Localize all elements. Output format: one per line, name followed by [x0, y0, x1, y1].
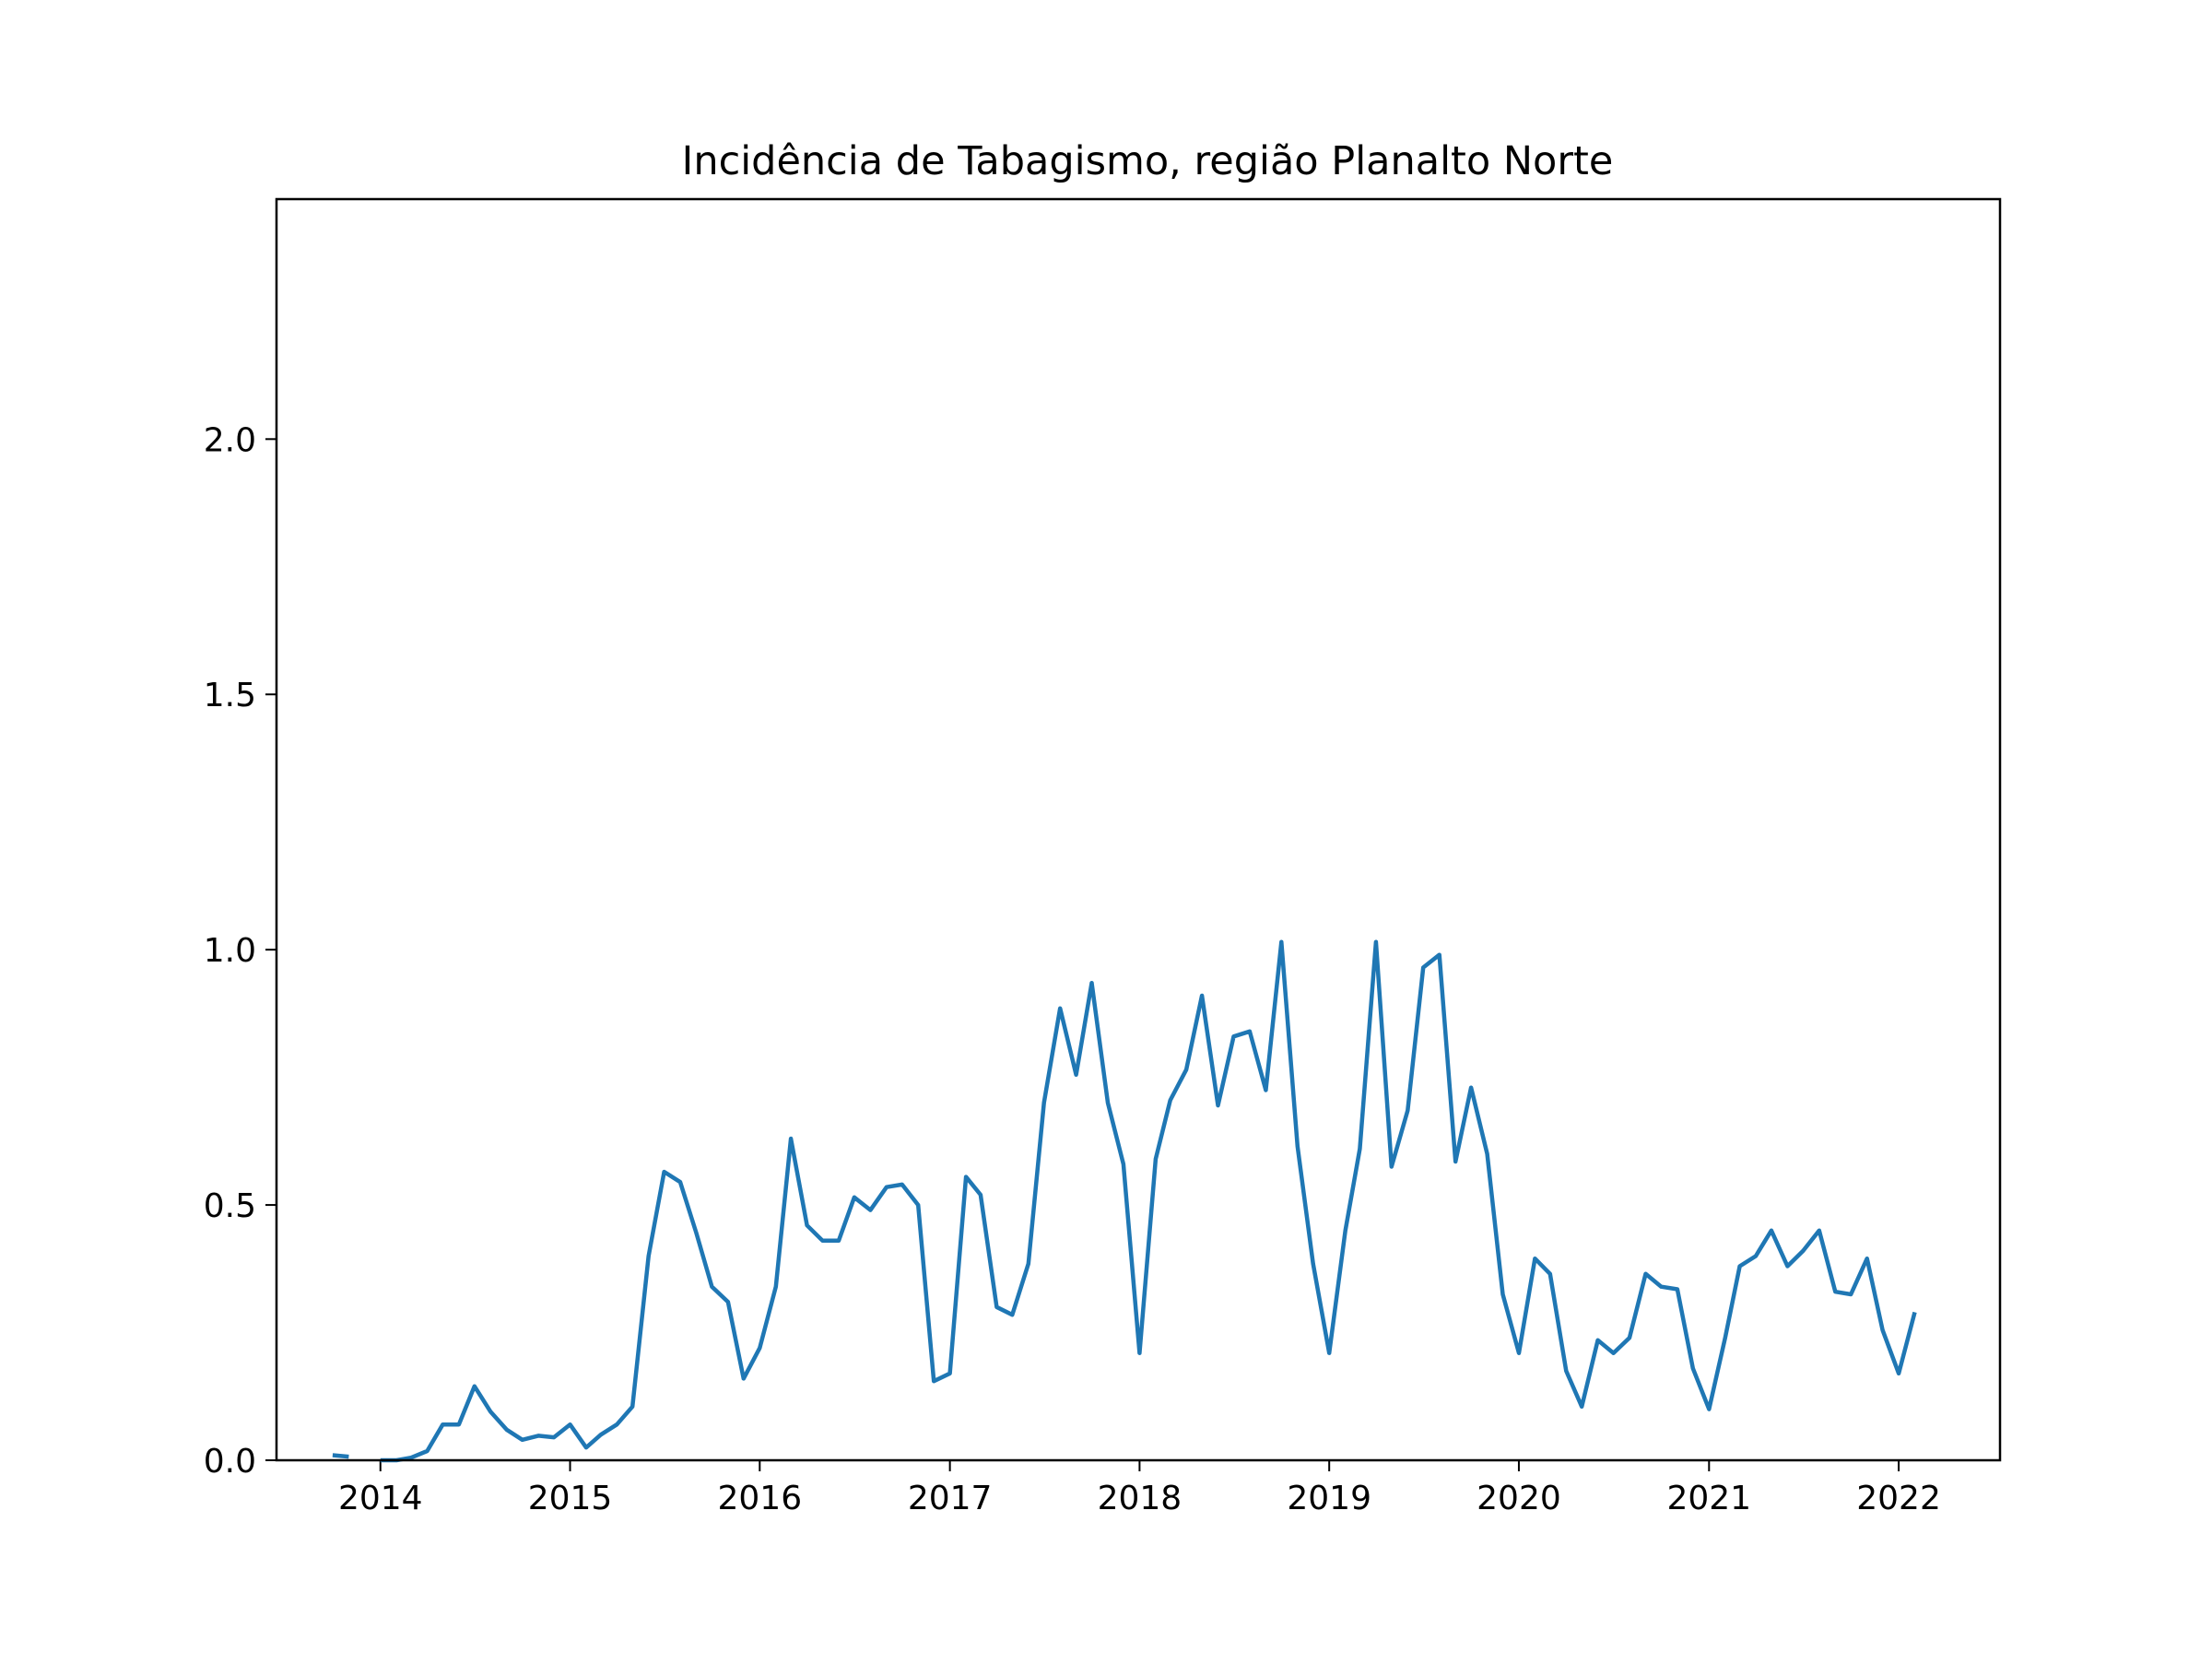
series-line — [332, 1453, 349, 1459]
x-axis-ticks: 2014 2015 2016 2017 2018 2019 2020 2021 2022 — [338, 1460, 1941, 1517]
x-tick-label: 2014 — [338, 1480, 423, 1517]
series-layer — [332, 939, 1917, 1463]
y-tick-label: 1.0 — [204, 932, 256, 970]
plot-frame — [275, 197, 2002, 1462]
series-line — [380, 939, 1917, 1463]
y-axis-ticks: 0.0 0.5 1.0 1.5 2.0 — [204, 421, 276, 1481]
x-tick-label: 2021 — [1666, 1480, 1751, 1517]
x-tick-label: 2019 — [1287, 1480, 1371, 1517]
x-tick-label: 2018 — [1098, 1480, 1182, 1517]
x-tick-label: 2020 — [1477, 1480, 1561, 1517]
y-tick-label: 0.5 — [204, 1187, 256, 1225]
y-tick-label: 0.0 — [204, 1443, 256, 1481]
x-tick-label: 2017 — [908, 1480, 993, 1517]
x-tick-label: 2016 — [717, 1480, 802, 1517]
y-tick-label: 1.5 — [204, 677, 256, 714]
x-tick-label: 2022 — [1856, 1480, 1941, 1517]
x-tick-label: 2015 — [528, 1480, 613, 1517]
chart-title: Incidência de Tabagismo, região Planalto… — [682, 138, 1614, 184]
y-tick-label: 2.0 — [204, 421, 256, 459]
